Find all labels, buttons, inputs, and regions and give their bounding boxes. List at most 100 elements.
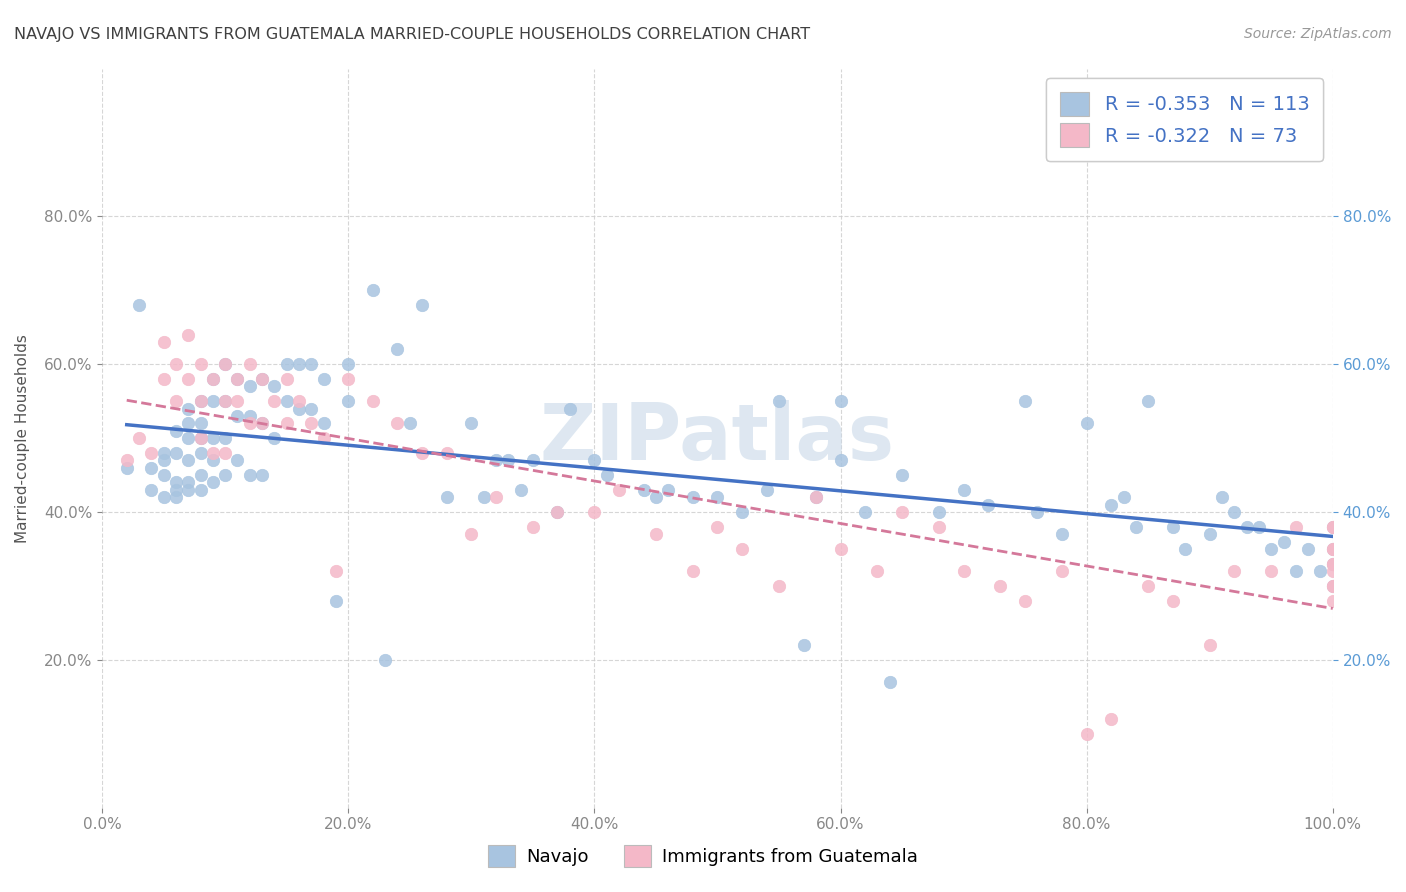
Point [866,564,889,578]
Legend: R = -0.353   N = 113, R = -0.322   N = 73: R = -0.353 N = 113, R = -0.322 N = 73 [1046,78,1323,161]
Point [633,483,655,497]
Point [830,394,852,409]
Point [1099,498,1122,512]
Point [226,409,249,423]
Point [1050,527,1073,541]
Point [928,520,950,534]
Point [239,468,262,483]
Point [190,417,212,431]
Point [128,298,150,312]
Point [177,431,200,445]
Point [214,394,236,409]
Point [177,327,200,342]
Point [299,357,322,371]
Point [250,372,273,386]
Point [436,490,458,504]
Point [177,401,200,416]
Point [1174,541,1197,556]
Point [804,490,827,504]
Point [1309,564,1331,578]
Point [1050,564,1073,578]
Point [768,579,790,593]
Point [141,446,163,460]
Point [522,520,544,534]
Point [276,372,298,386]
Point [804,490,827,504]
Point [436,446,458,460]
Point [226,372,249,386]
Point [411,446,433,460]
Point [706,520,728,534]
Point [190,483,212,497]
Point [485,453,508,467]
Point [201,453,224,467]
Point [879,675,901,690]
Point [1322,557,1344,571]
Point [165,424,187,438]
Point [977,498,1000,512]
Point [239,379,262,393]
Point [546,505,568,519]
Point [1236,520,1258,534]
Point [731,541,754,556]
Point [509,483,531,497]
Point [337,372,360,386]
Point [239,417,262,431]
Point [141,483,163,497]
Point [657,483,679,497]
Point [201,372,224,386]
Point [1247,520,1270,534]
Point [472,490,495,504]
Point [128,431,150,445]
Point [768,394,790,409]
Point [214,446,236,460]
Point [583,453,606,467]
Point [239,409,262,423]
Point [1198,638,1220,652]
Point [337,357,360,371]
Point [645,490,668,504]
Point [1322,520,1344,534]
Point [276,357,298,371]
Point [387,343,409,357]
Point [288,357,311,371]
Point [325,564,347,578]
Point [1076,727,1098,741]
Point [1076,417,1098,431]
Point [152,490,174,504]
Point [398,417,420,431]
Point [1322,579,1344,593]
Point [1211,490,1233,504]
Point [165,446,187,460]
Point [177,453,200,467]
Point [250,372,273,386]
Point [288,401,311,416]
Point [177,372,200,386]
Point [558,401,581,416]
Point [496,453,519,467]
Point [1223,505,1246,519]
Point [1260,564,1282,578]
Point [263,431,285,445]
Point [1285,564,1308,578]
Point [177,475,200,490]
Point [374,653,396,667]
Point [891,468,914,483]
Point [731,505,754,519]
Point [1322,557,1344,571]
Point [1260,541,1282,556]
Point [214,394,236,409]
Point [177,483,200,497]
Point [115,453,138,467]
Point [165,394,187,409]
Point [201,446,224,460]
Point [190,394,212,409]
Point [152,372,174,386]
Point [1272,534,1295,549]
Point [891,505,914,519]
Point [115,460,138,475]
Point [312,431,335,445]
Point [201,475,224,490]
Point [1099,712,1122,726]
Point [165,475,187,490]
